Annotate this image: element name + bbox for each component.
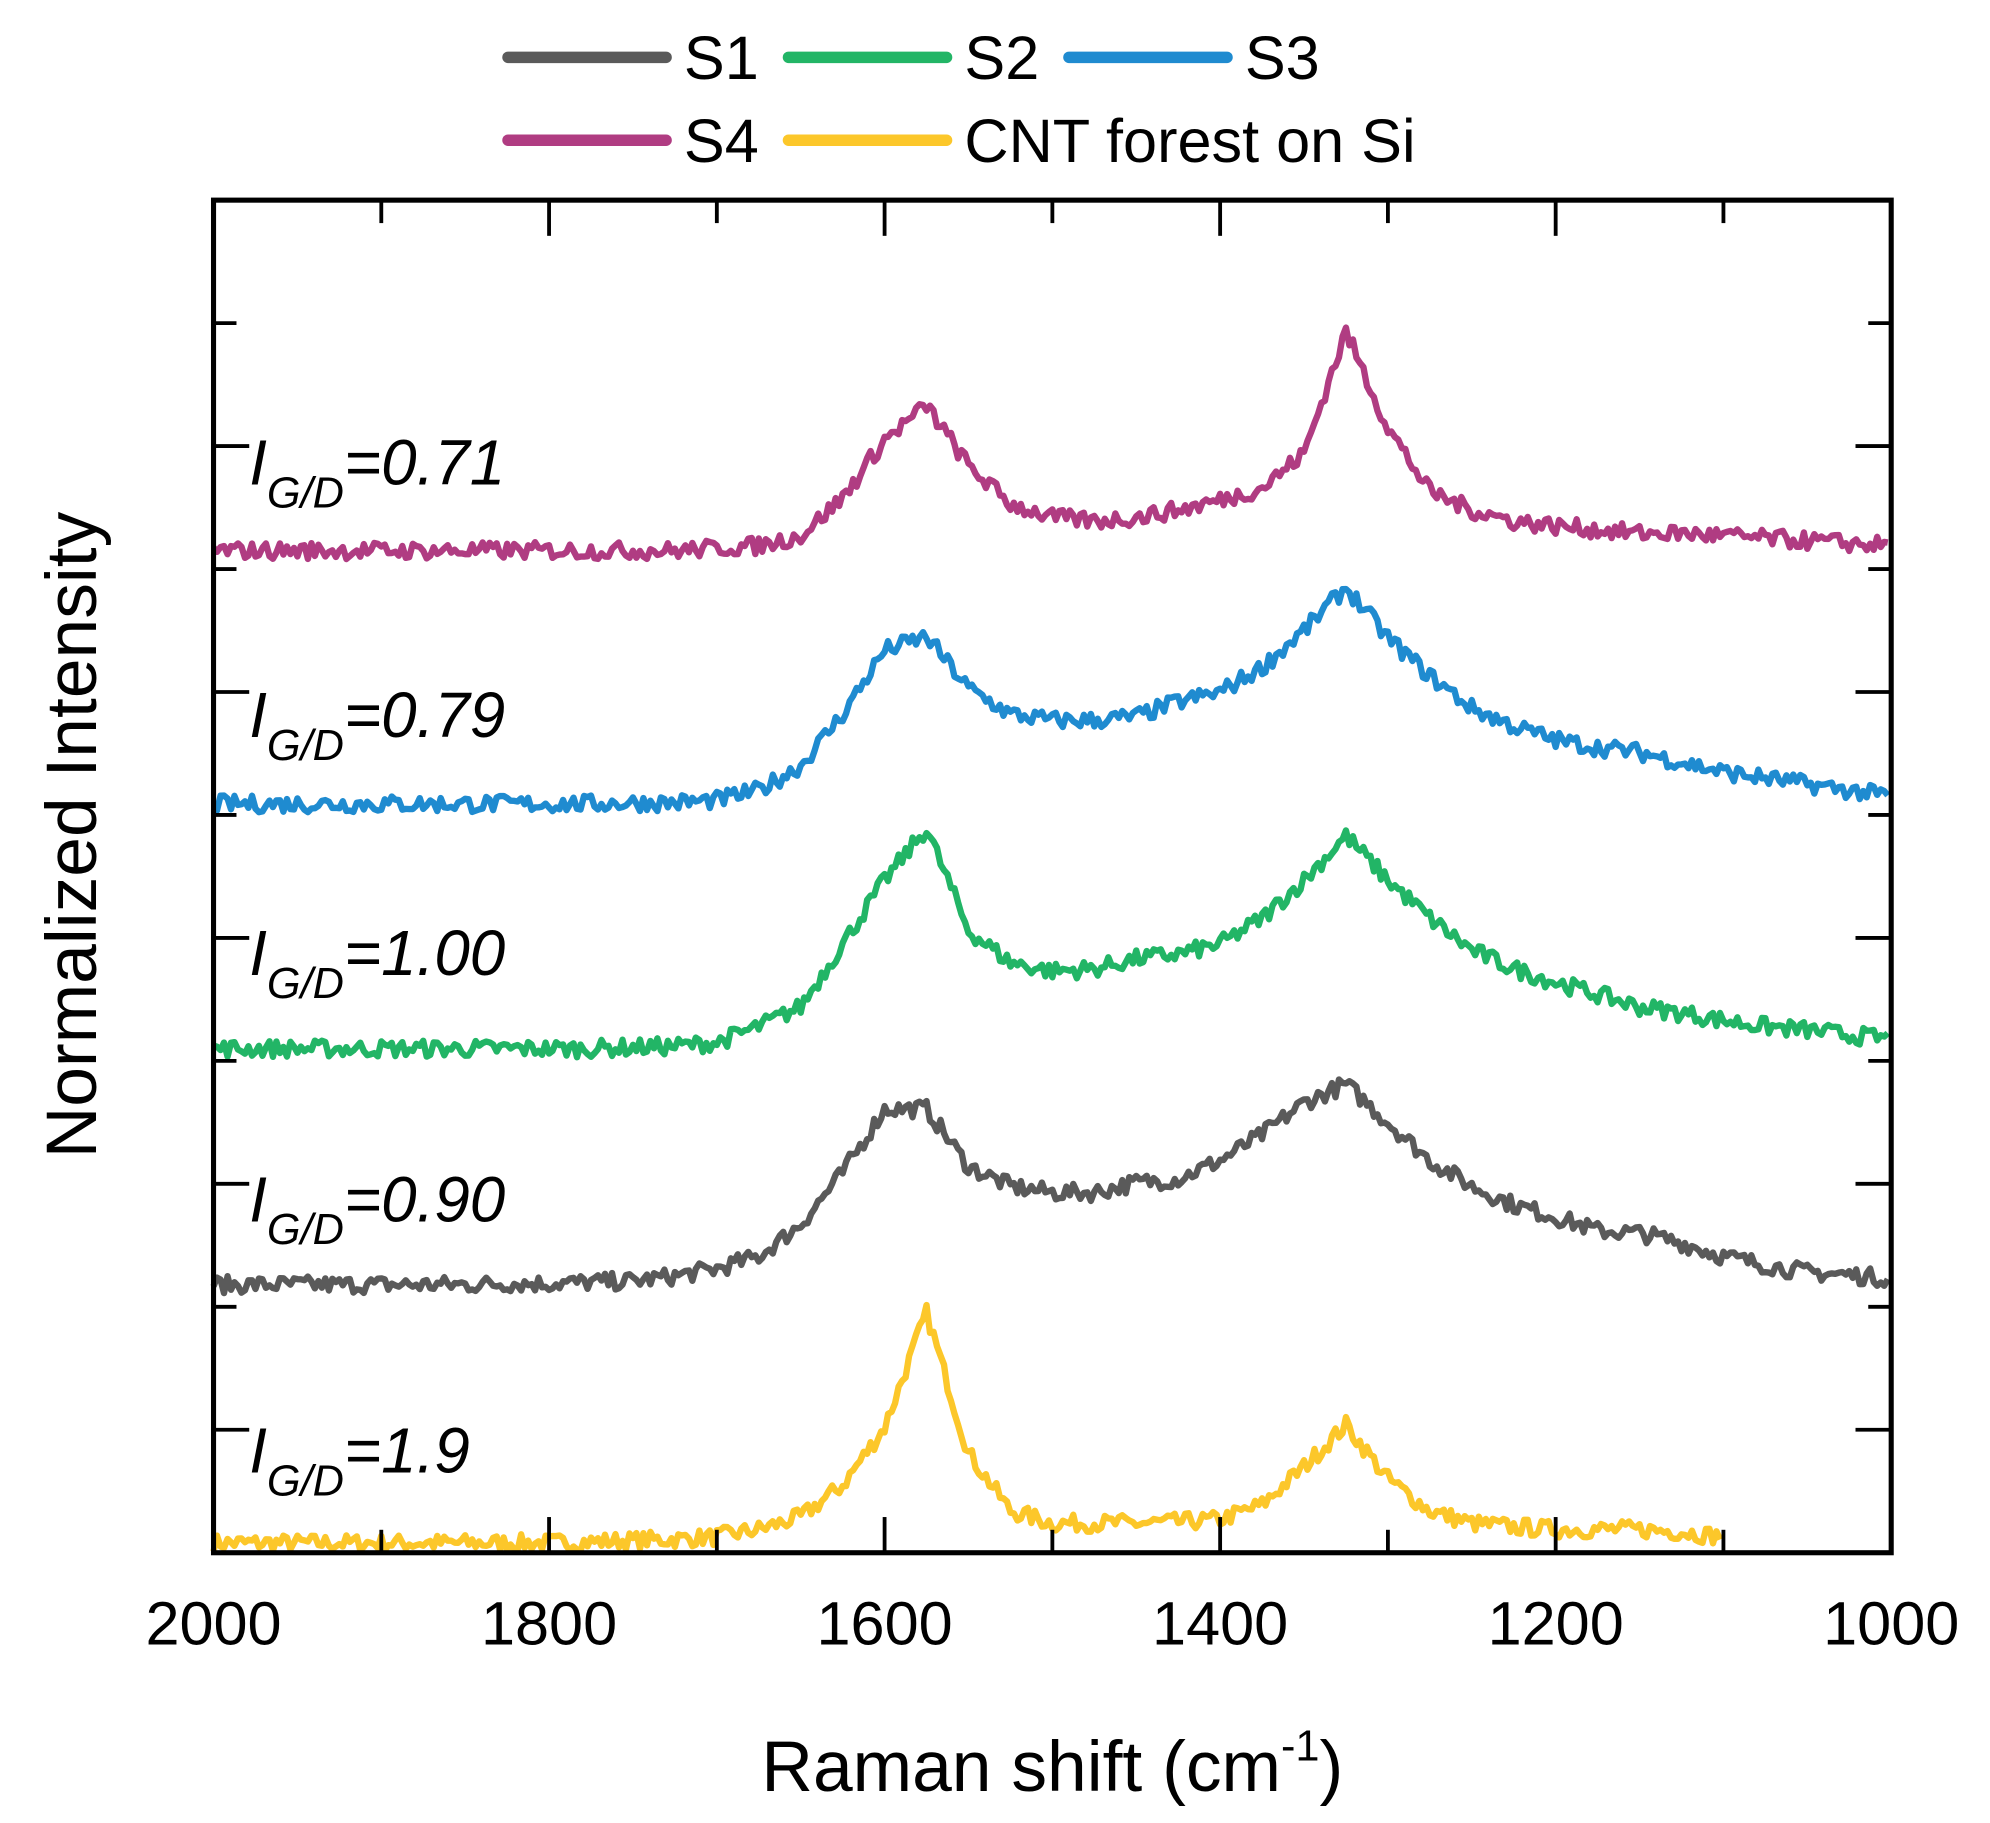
ratio-label-1: IG/D=0.90 [249,1163,505,1254]
ratio-subscript: G/D [267,469,344,517]
x-tick-label: 1000 [1823,1590,1959,1658]
ratio-annotations: IG/D=0.90IG/D=1.00IG/D=0.79IG/D=0.71IG/D… [249,426,505,1505]
series-line-s3 [212,585,1891,816]
series-line-s4 [211,324,1889,563]
series-layer [210,324,1891,1554]
ratio-prefix: I [249,1163,267,1235]
ratio-label-2: IG/D=1.00 [249,917,505,1008]
ratio-subscript: G/D [267,1457,344,1505]
ratio-value: =1.9 [344,1414,470,1486]
series-line-cnt-forest-on-si [210,1301,1723,1554]
ratio-value: =0.90 [344,1163,505,1235]
legend-label: S4 [684,107,759,175]
x-tick-label: 1800 [481,1590,617,1658]
y-axis-title: Normalized Intensity [32,511,112,1158]
series-line-s1 [210,1076,1891,1297]
ratio-label-3: IG/D=0.79 [249,679,505,770]
legend-label: S3 [1245,24,1320,92]
legend-label: CNT forest on Si [964,107,1415,175]
x-axis-title: Raman shift (cm-1) [761,1723,1343,1808]
x-tick-labels: 2000 1800 1600 1400 1200 1000 [145,1590,1959,1658]
ratio-prefix: I [249,679,267,751]
legend-label: S2 [964,24,1039,92]
ratio-prefix: I [249,917,267,989]
legend-label: S1 [684,24,759,92]
ratio-value: =1.00 [344,917,505,989]
plot-frame [210,197,1894,1556]
ratio-label-4: IG/D=0.71 [249,426,505,517]
ratio-value: =0.71 [344,426,505,498]
ratio-subscript: G/D [267,722,344,770]
axis-ticks [211,198,1894,1555]
ratio-value: =0.79 [344,679,505,751]
legend: S1 S2 S3 S4 CNT forest on Si [502,24,1416,175]
ratio-prefix: I [249,1414,267,1486]
x-tick-label: 1600 [817,1590,953,1658]
x-tick-label: 1200 [1488,1590,1624,1658]
ratio-prefix: I [249,426,267,498]
ratio-subscript: G/D [267,960,344,1008]
ratio-subscript: G/D [267,1206,344,1254]
series-line-s2 [212,827,1890,1061]
ratio-label-5: IG/D=1.9 [249,1414,470,1505]
x-tick-label: 1400 [1152,1590,1288,1658]
x-tick-label: 2000 [145,1590,281,1658]
